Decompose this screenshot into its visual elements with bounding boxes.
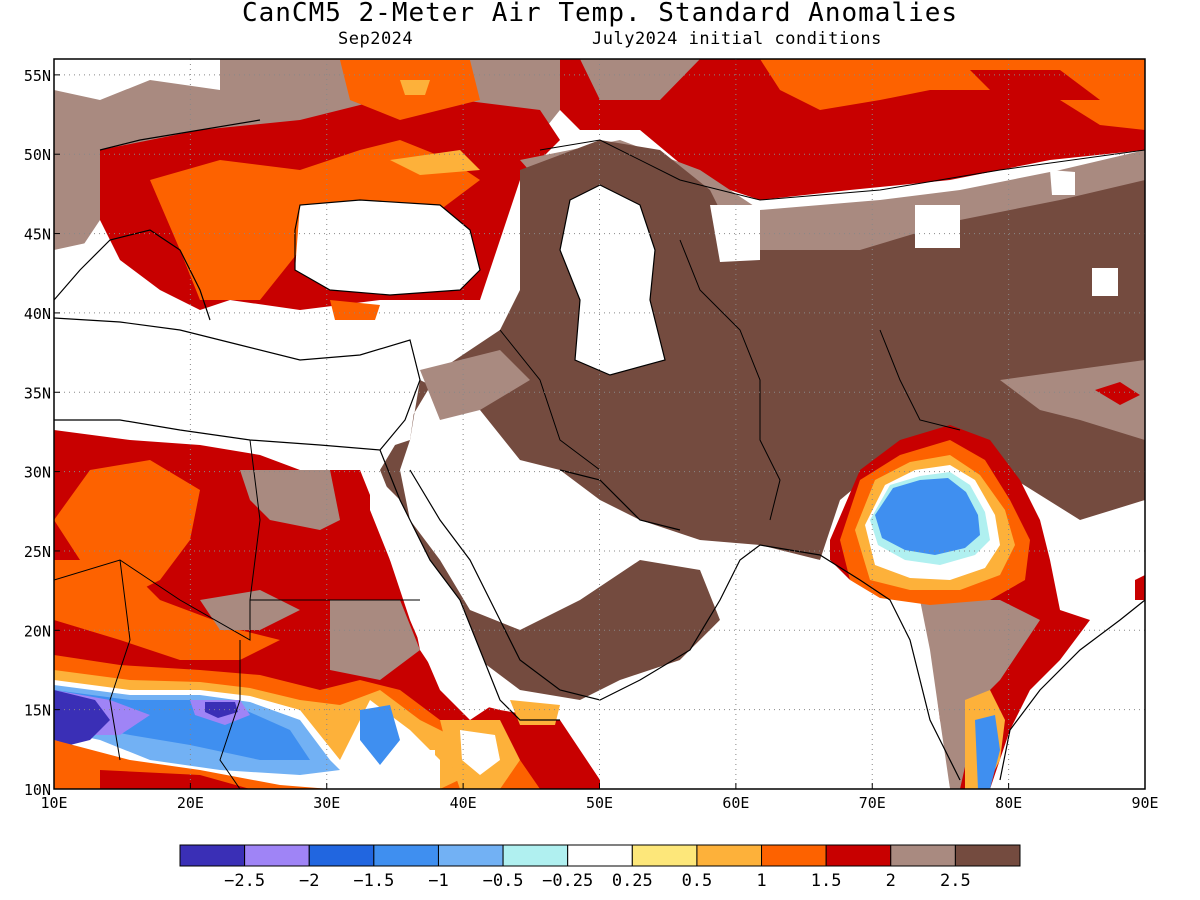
map-title: CanCM5 2-Meter Air Temp. Standard Anomal… — [241, 0, 959, 28]
lat-tick-label: 50N — [24, 146, 51, 164]
colorbar-swatch — [825, 844, 892, 867]
initial-conditions: July2024 initial conditions — [592, 29, 882, 49]
lon-tick-label: 20E — [177, 794, 204, 812]
mask-red-sea — [370, 470, 500, 720]
colorbar-label: 1 — [756, 871, 766, 891]
colorbar-label: 2 — [886, 871, 896, 891]
colorbar-swatch — [567, 844, 633, 867]
lon-tick-label: 50E — [586, 794, 613, 812]
lon-tick-label: 90E — [1131, 794, 1158, 812]
colorbar-swatch — [954, 844, 1021, 867]
lat-tick-label: 45N — [24, 226, 51, 244]
region-central-asia-dark — [380, 140, 1145, 700]
colorbar-label: 0.25 — [612, 871, 653, 891]
forecast-month: Sep2024 — [338, 29, 414, 49]
mask-arabian-sea — [600, 550, 950, 789]
colorbar-swatch — [890, 844, 956, 867]
colorbar-swatch — [308, 844, 375, 867]
colorbar-label: −1 — [428, 871, 448, 891]
colorbar-swatch — [761, 844, 827, 867]
lat-tick-label: 35N — [24, 384, 51, 402]
colorbar-swatch — [179, 844, 246, 867]
colorbar-label: −0.25 — [542, 871, 593, 891]
colorbar-label: −1.5 — [353, 871, 394, 891]
colorbar-label: −2.5 — [224, 871, 265, 891]
colorbar-swatch — [373, 844, 439, 867]
lon-tick-label: 70E — [859, 794, 886, 812]
colorbar-swatch — [244, 844, 310, 867]
graticule — [54, 59, 1145, 789]
lat-axis: 10N 15N 20N 25N 30N 35N 40N 45N 50N 55N — [24, 67, 60, 799]
colorbar-swatch — [696, 844, 763, 867]
lon-tick-label: 80E — [995, 794, 1022, 812]
colorbar-label: 1.5 — [811, 871, 842, 891]
lat-tick-label: 25N — [24, 543, 51, 561]
coastlines — [54, 119, 1145, 781]
lat-tick-label: 15N — [24, 702, 51, 720]
lon-tick-label: 60E — [722, 794, 749, 812]
colorbar-label: 2.5 — [940, 871, 971, 891]
lat-tick-label: 30N — [24, 464, 51, 482]
mask-mediterranean — [54, 320, 420, 450]
lat-tick-label: 40N — [24, 305, 51, 323]
colorbar-swatch — [437, 844, 504, 867]
colorbar: −2.5 −2 −1.5 −1 −0.5 −0.25 0.25 0.5 1 1.5 2 2.5 — [179, 844, 1021, 891]
colorbar-label: −0.5 — [483, 871, 524, 891]
mask-caspian — [560, 185, 665, 375]
colorbar-swatch — [631, 844, 698, 867]
colorbar-label: 0.5 — [682, 871, 713, 891]
lon-tick-label: 30E — [313, 794, 340, 812]
lon-tick-label: 40E — [450, 794, 477, 812]
lat-tick-label: 20N — [24, 622, 51, 640]
colorbar-swatch — [502, 844, 569, 867]
lat-tick-label: 10N — [24, 781, 51, 799]
anomaly-field — [54, 59, 1145, 789]
lon-tick-label: 10E — [40, 794, 67, 812]
lon-axis: 10E 20E 30E 40E 50E 60E 70E 80E 90E — [40, 783, 1159, 812]
colorbar-label: −2 — [299, 871, 319, 891]
mask-black-sea — [295, 200, 480, 295]
lat-tick-label: 55N — [24, 67, 51, 85]
